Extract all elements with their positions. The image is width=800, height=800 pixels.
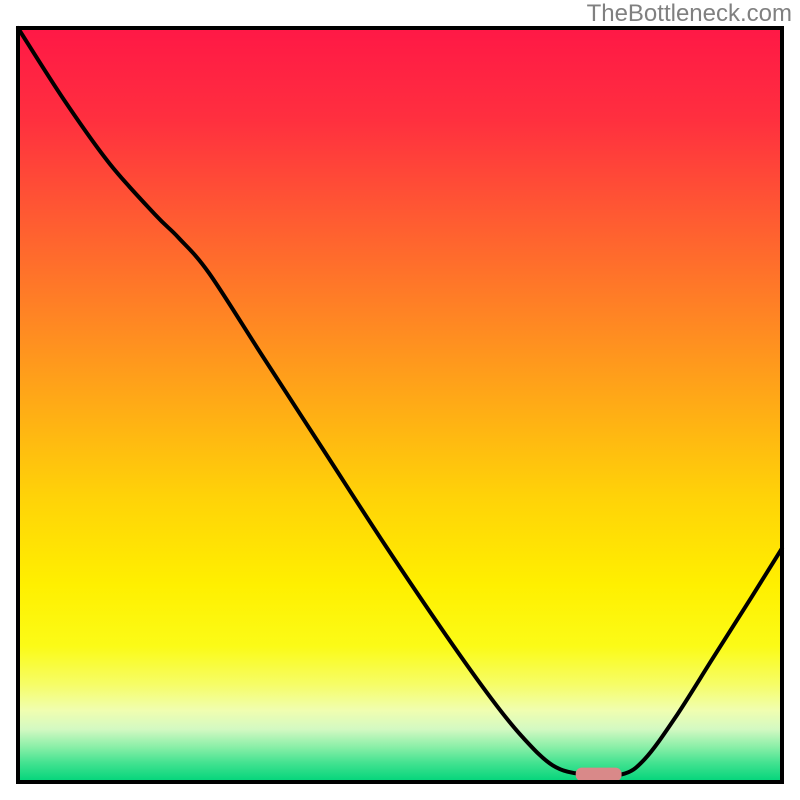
- bottleneck-chart: TheBottleneck.com: [0, 0, 800, 800]
- optimal-marker: [576, 768, 622, 782]
- plot-background: [18, 28, 782, 782]
- chart-svg: [0, 0, 800, 800]
